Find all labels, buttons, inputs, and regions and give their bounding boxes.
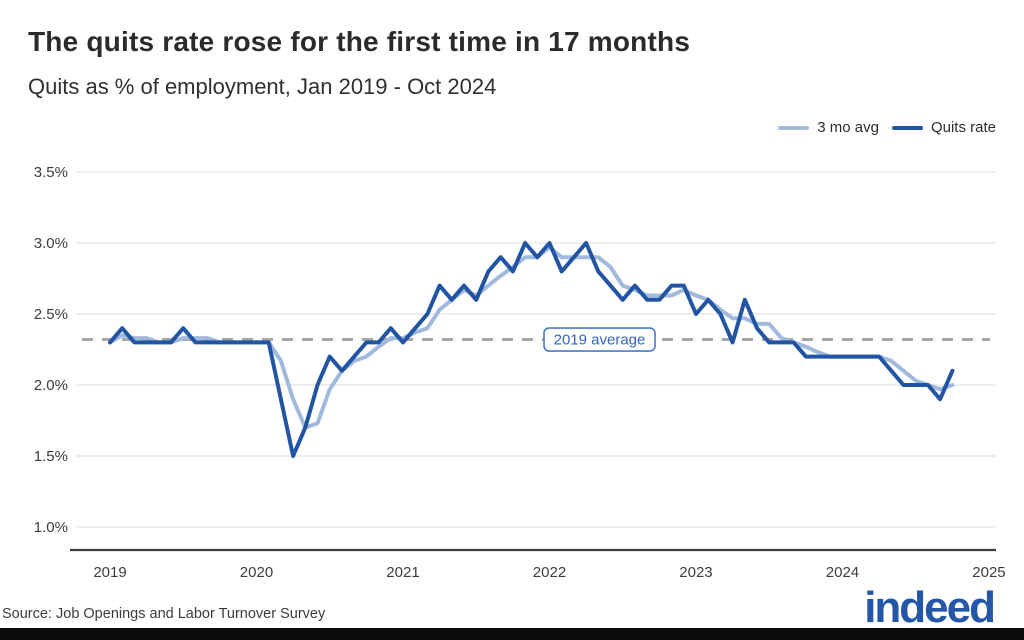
source-note: Source: Job Openings and Labor Turnover … — [2, 606, 326, 622]
x-axis-tick-label: 2025 — [972, 564, 1005, 581]
series-line-3mo-avg — [108, 245, 955, 430]
y-axis-tick-label: 1.5% — [34, 448, 68, 465]
series-line-quits-rate — [108, 241, 955, 458]
annotation-box-2019-average — [543, 327, 656, 352]
indeed-logo: indeed — [864, 583, 996, 632]
y-axis-tick-label: 3.0% — [34, 235, 68, 252]
x-axis-tick-label: 2024 — [826, 564, 859, 581]
y-axis-tick-label: 3.5% — [34, 164, 68, 181]
chart-subtitle: Quits as % of employment, Jan 2019 - Oct… — [28, 74, 497, 99]
legend-swatch-quits-rate-icon — [891, 125, 923, 130]
legend-item-quits-rate: Quits rate — [891, 119, 996, 136]
y-axis-tick-label: 2.0% — [34, 377, 68, 394]
footer-brand-bar — [0, 628, 1024, 640]
legend-swatch-3mo-avg-icon — [778, 125, 810, 130]
legend-label-3mo-avg: 3 mo avg — [817, 119, 879, 136]
chart-title: The quits rate rose for the first time i… — [28, 26, 691, 57]
y-axis-tick-label: 1.0% — [34, 519, 68, 536]
x-axis-tick-label: 2020 — [240, 564, 273, 581]
x-axis-tick-label: 2021 — [386, 564, 419, 581]
legend: 3 mo avg Quits rate — [778, 119, 996, 136]
annotation-label-2019-average: 2019 average — [554, 332, 646, 349]
x-axis-tick-label: 2022 — [533, 564, 566, 581]
legend-item-3mo-avg: 3 mo avg — [778, 119, 879, 136]
x-axis-tick-label: 2023 — [679, 564, 712, 581]
y-axis-tick-label: 2.5% — [34, 306, 68, 323]
legend-label-quits-rate: Quits rate — [930, 119, 996, 136]
x-axis-tick-label: 2019 — [93, 564, 126, 581]
